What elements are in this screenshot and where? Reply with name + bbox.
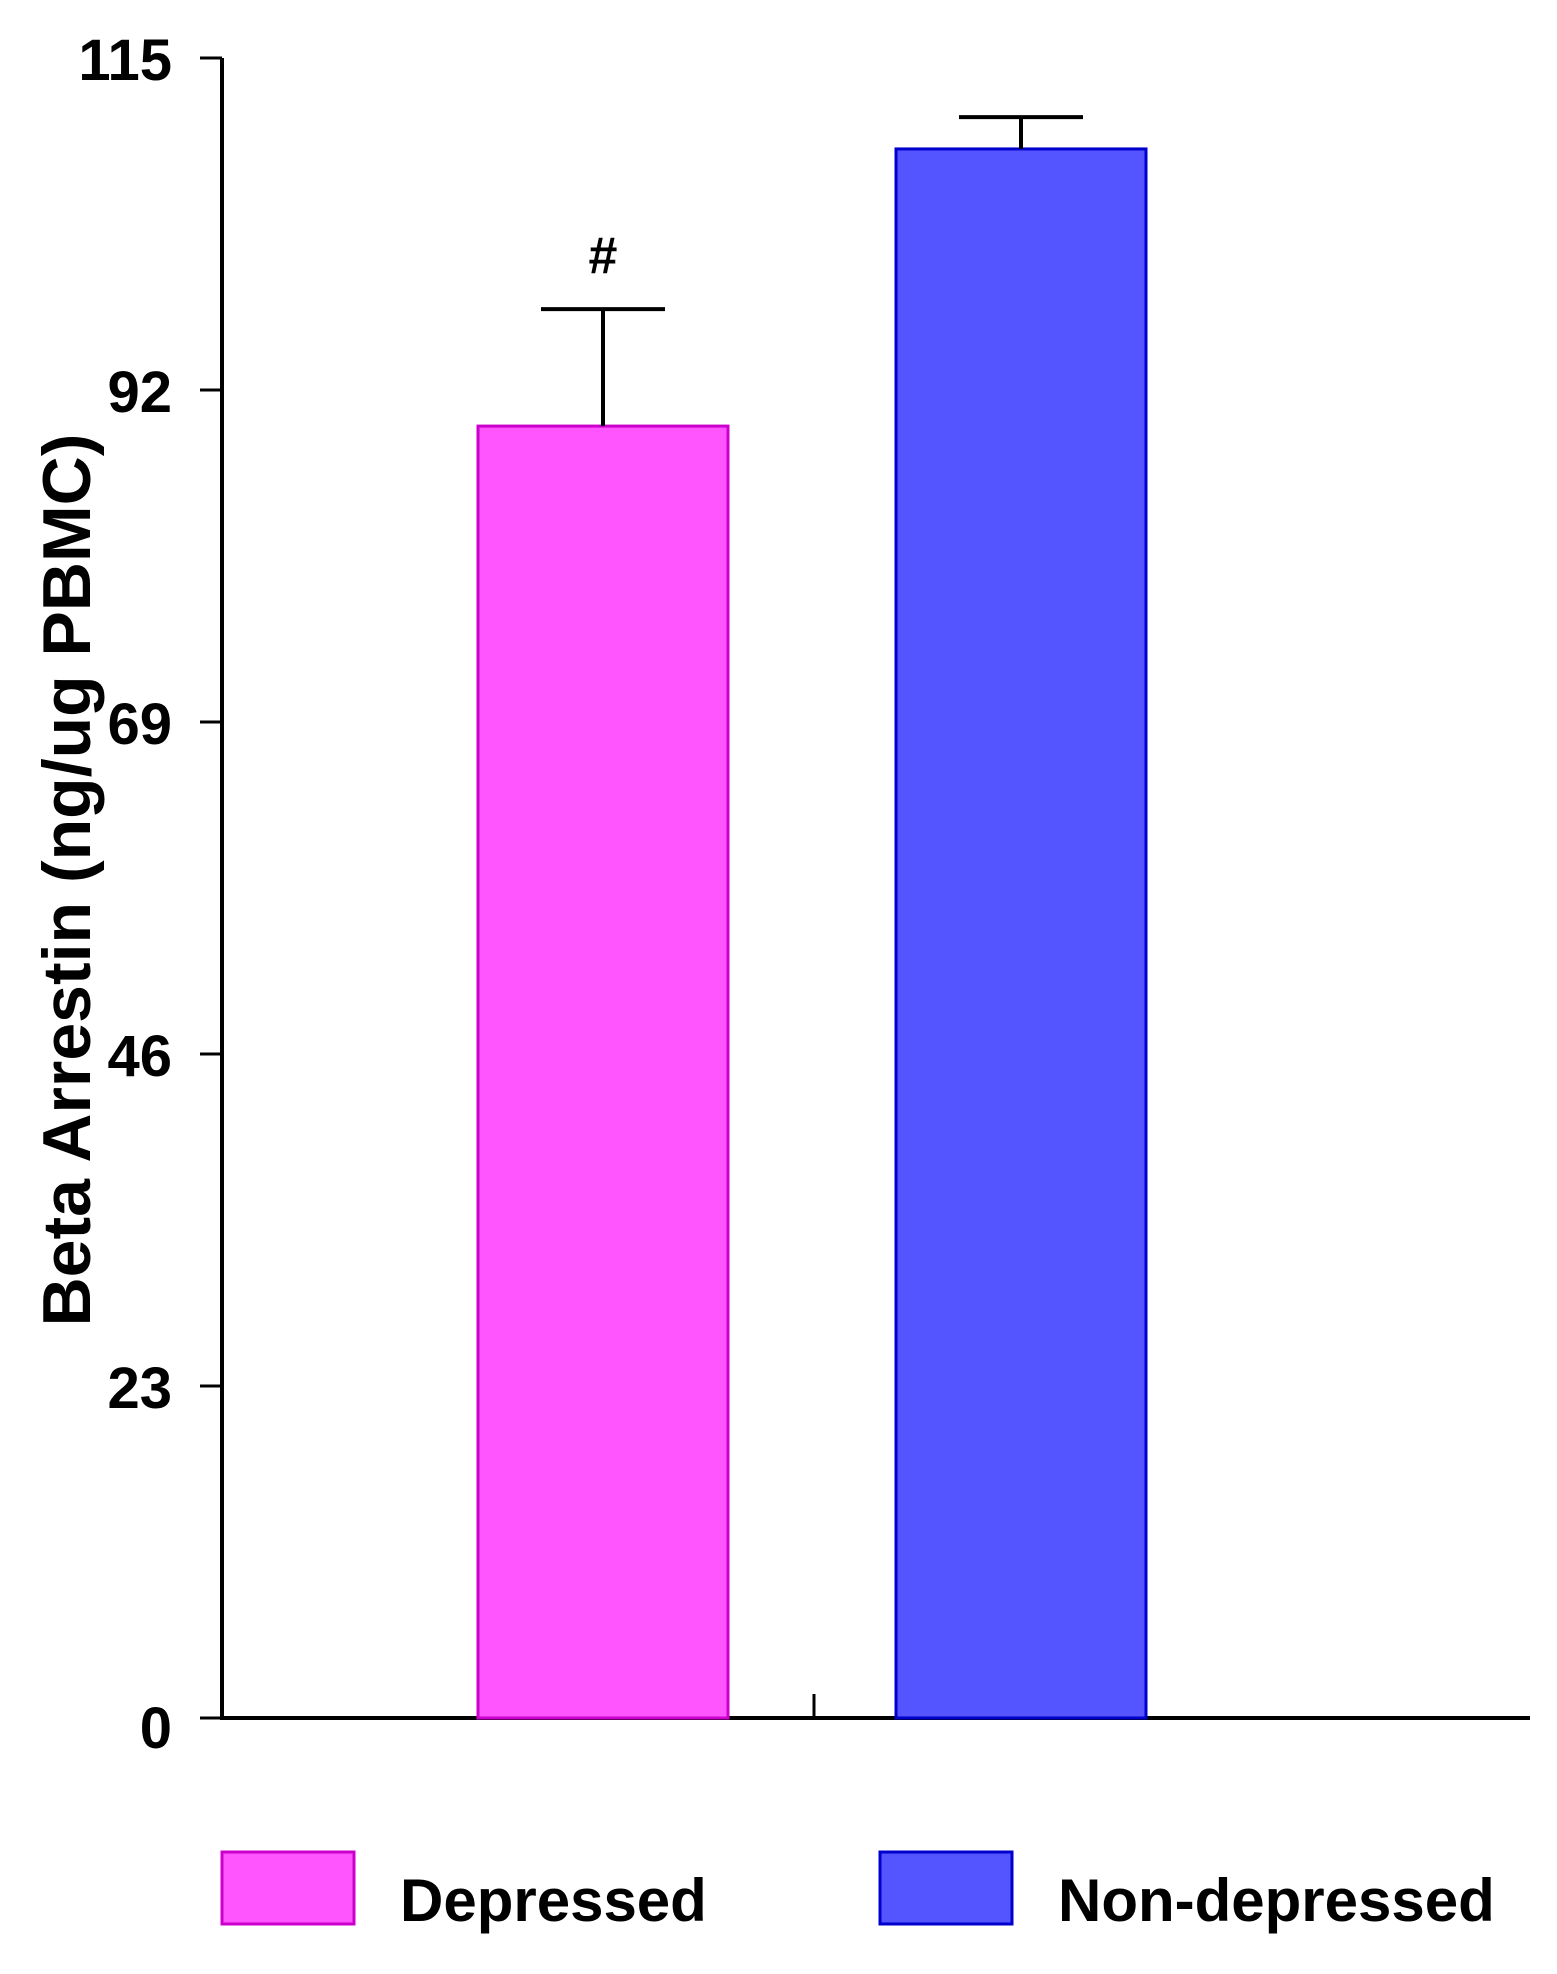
- error-bars: [541, 115, 1083, 427]
- annotations: #: [589, 227, 618, 285]
- legend-swatch: [878, 1850, 1014, 1926]
- y-tick-label: 92: [107, 360, 172, 425]
- legend-label: Depressed: [400, 1867, 707, 1934]
- significance-marker: #: [589, 227, 618, 285]
- y-ticks: 0 23 46 69 92 115: [78, 28, 222, 1761]
- bars: [476, 147, 1148, 1720]
- y-axis-label: Beta Arrestin (ng/ug PBMC): [29, 434, 105, 1327]
- legend-label: Non-depressed: [1058, 1867, 1495, 1934]
- y-tick-label: 23: [107, 1356, 172, 1421]
- bar-non-depressed: [894, 147, 1148, 1720]
- axes: [220, 58, 1530, 1720]
- y-tick-label: 69: [107, 692, 172, 757]
- y-tick-label: 46: [107, 1024, 172, 1089]
- legend-swatch: [220, 1850, 356, 1926]
- y-tick-label: 0: [140, 1696, 172, 1761]
- bar-depressed: [476, 424, 730, 1720]
- y-tick-label: 115: [78, 28, 172, 93]
- legend: Depressed Non-depressed: [220, 1850, 1495, 1934]
